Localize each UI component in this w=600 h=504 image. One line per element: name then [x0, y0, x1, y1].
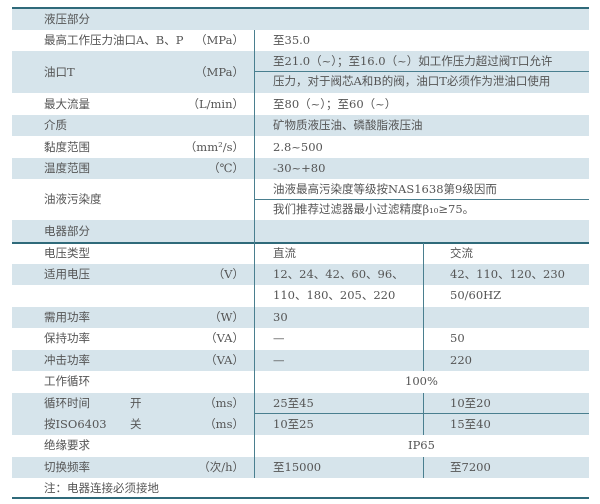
row-label: 保持功率: [44, 331, 90, 345]
row-value: 2.8~500: [273, 139, 323, 154]
table-row: [12, 115, 589, 136]
dc-value: 直流: [273, 246, 296, 260]
ac-value: 42、110、120、230: [450, 267, 565, 281]
unit-label: （ms）: [204, 417, 244, 431]
row-label: 介质: [44, 118, 67, 132]
top-rule: [12, 7, 589, 9]
table-row: [12, 457, 589, 478]
dc-value: 12、24、42、60、96、: [273, 267, 404, 281]
cell-divider: [254, 413, 589, 414]
ac-value: 220: [450, 353, 472, 367]
table-row: [12, 307, 589, 328]
dc-value: 25至45: [273, 396, 314, 410]
table-row: [12, 158, 589, 179]
row-label: 循环时间: [44, 396, 90, 410]
ac-value: 15至40: [450, 417, 491, 431]
row-value: 至80（~）；至60（~）: [273, 96, 397, 111]
row-value-span: 100%: [405, 374, 438, 388]
table-row: [12, 414, 589, 435]
bottom-rule: [12, 497, 589, 499]
column-divider: [423, 457, 424, 478]
unit-label: （W）: [209, 310, 244, 324]
column-divider: [423, 393, 424, 435]
unit-label: （mm²/s）: [184, 139, 244, 154]
unit-label: （MPa）: [195, 64, 244, 79]
table-row: [12, 393, 589, 414]
cell-divider: [254, 71, 589, 72]
section-title: 液压部分: [44, 12, 90, 26]
ac-value: 50: [450, 331, 465, 345]
row-label: 油口T: [44, 64, 75, 79]
unit-label: （℃）: [208, 161, 244, 175]
dc-value: 10至25: [273, 417, 314, 431]
table-row: [12, 243, 589, 264]
dc-value: 30: [273, 310, 288, 324]
row-label: 黏度范围: [44, 139, 90, 154]
row-sublabel: 开: [130, 396, 142, 410]
row-label: 冲击功率: [44, 353, 90, 367]
table-row: [12, 264, 589, 285]
unit-label: （VA）: [205, 331, 244, 345]
row-value: 至21.0（~）；至16.0（~）如工作压力超过阀T口允许: [273, 54, 553, 68]
unit-label: （MPa）: [195, 33, 244, 47]
dc-value: 110、180、205、220: [273, 288, 396, 302]
row-label: 需用功率: [44, 310, 90, 324]
unit-label: （次/h）: [198, 460, 244, 474]
row-value: 压力，对于阀芯A和B的阀，油口T必须作为泄油口使用: [273, 74, 551, 88]
row-value: 至35.0: [273, 33, 311, 47]
ac-value: 至7200: [450, 460, 491, 474]
dc-value: —: [273, 331, 285, 345]
column-divider: [423, 243, 424, 371]
row-value: -30~+80: [273, 161, 326, 175]
row-value: 油液最高污染度等级按NAS1638第9级因而: [273, 182, 497, 196]
note: 注：电器连接必须接地: [44, 481, 159, 495]
row-value: 我们推荐过滤器最小过滤精度β₁₀≥75。: [273, 202, 475, 216]
section-header-hydraulic: [12, 8, 589, 30]
row-label: 最高工作压力油口A、B、P: [44, 33, 184, 47]
table-row: [12, 350, 589, 371]
unit-label: （VA）: [205, 353, 244, 367]
row-label: 温度范围: [44, 161, 90, 175]
section-header-electrical: [12, 220, 589, 243]
row-label: 工作循环: [44, 374, 90, 388]
row-label: 切换频率: [44, 460, 90, 474]
ac-value: 10至20: [450, 396, 491, 410]
section-title: 电器部分: [44, 224, 90, 238]
row-label: 最大流量: [44, 96, 90, 111]
column-divider: [254, 30, 255, 478]
dc-value: —: [273, 353, 285, 367]
row-value-span: IP65: [408, 438, 435, 452]
row-value: 矿物质液压油、磷酸脂液压油: [273, 118, 423, 132]
cell-divider: [254, 199, 589, 200]
row-label: 绝缘要求: [44, 438, 90, 452]
section-divider: [12, 242, 589, 244]
row-sublabel: 关: [130, 417, 142, 431]
table-row: [12, 328, 589, 350]
unit-label: （V）: [212, 267, 244, 281]
row-label: 油液污染度: [44, 192, 102, 206]
row-label: 适用电压: [44, 267, 90, 281]
row-label: 按ISO6403: [44, 417, 107, 431]
unit-label: （ms）: [204, 396, 244, 410]
unit-label: （L/min）: [187, 96, 244, 111]
ac-value: 50/60HZ: [450, 288, 502, 302]
table-row: [12, 51, 589, 93]
dc-value: 至15000: [273, 460, 322, 474]
row-label: 电压类型: [44, 246, 90, 260]
ac-value: 交流: [450, 246, 473, 260]
